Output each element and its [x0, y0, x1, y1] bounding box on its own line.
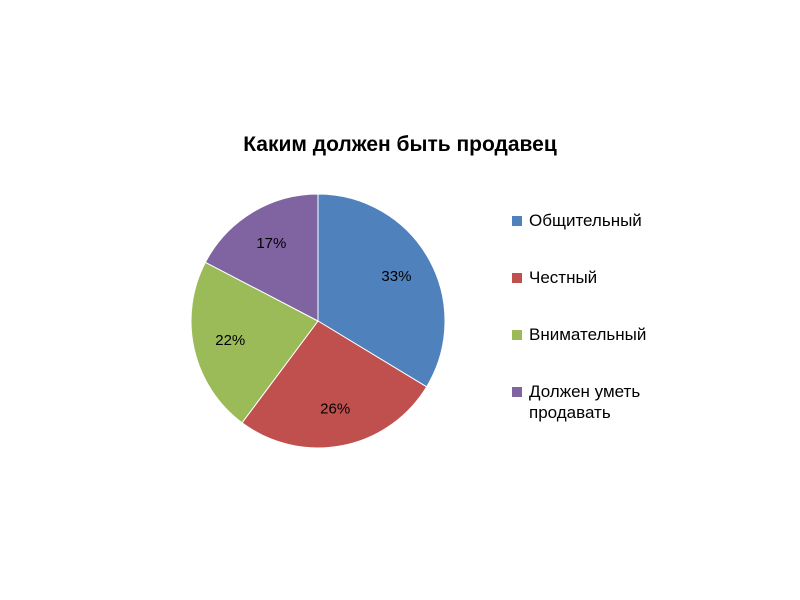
- chart-title: Каким должен быть продавец: [243, 133, 557, 156]
- data-label-2: 22%: [215, 332, 245, 349]
- chart-legend: Общительный Честный Внимательный Должен …: [512, 210, 792, 459]
- legend-item-obshchitelny: Общительный: [512, 210, 679, 231]
- data-label-3: 17%: [256, 235, 286, 252]
- data-label-0: 33%: [381, 268, 411, 285]
- pie-slice-3: [204, 193, 319, 322]
- legend-swatch: [512, 330, 522, 340]
- pie-slice-2: [190, 261, 319, 424]
- legend-label: Общительный: [529, 211, 642, 230]
- legend-label: Внимательный: [529, 325, 647, 344]
- legend-label: Честный: [529, 268, 598, 287]
- data-label-1: 26%: [320, 400, 350, 417]
- pie-slice-0: [317, 193, 446, 388]
- legend-label: Должен уметь продавать: [529, 382, 641, 422]
- legend-item-vnimatelny: Внимательный: [512, 324, 699, 345]
- pie-slice-1: [241, 320, 428, 449]
- legend-item-chestny: Честный: [512, 267, 679, 288]
- legend-swatch: [512, 216, 522, 226]
- legend-swatch: [512, 387, 522, 397]
- legend-item-dolzhen-umet-prodavat: Должен уметь продавать: [512, 381, 679, 423]
- legend-swatch: [512, 273, 522, 283]
